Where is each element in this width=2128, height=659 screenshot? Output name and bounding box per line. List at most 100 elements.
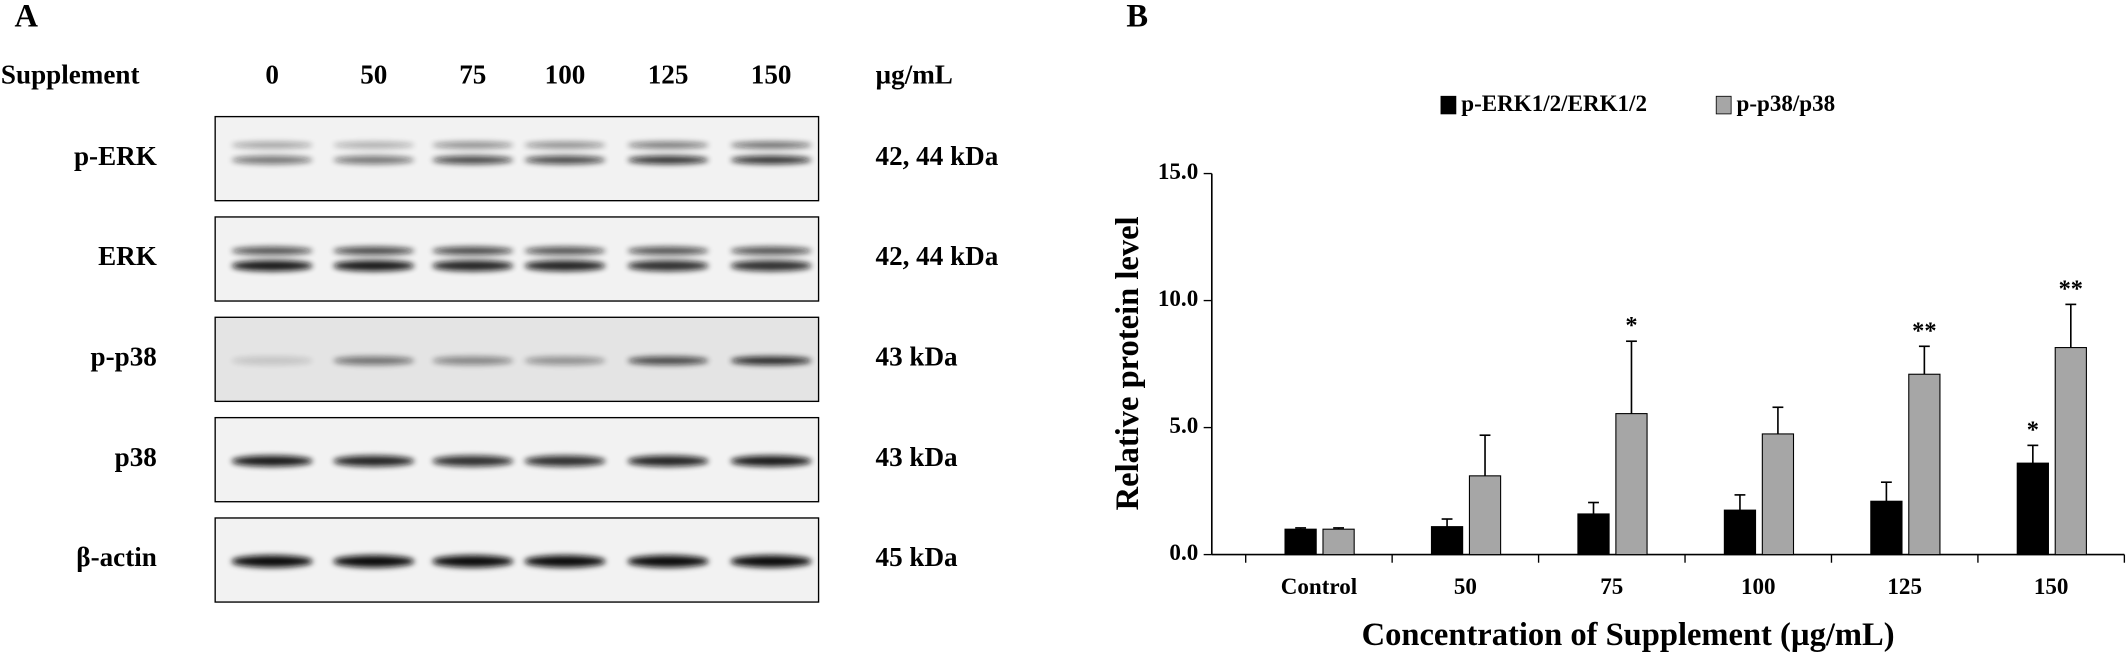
bar [1577,513,1610,556]
band [627,555,709,568]
significance: ** [2059,275,2083,302]
significance: ** [1912,317,1936,344]
band [524,356,606,365]
size-label: 43 kDa [876,442,959,472]
bar [1284,528,1317,556]
bar [1615,413,1648,556]
blot-frame [214,115,820,202]
band [730,155,812,165]
band [730,246,812,255]
band [432,141,514,149]
band [333,246,415,255]
significance: * [1625,312,1637,339]
band [432,260,514,272]
error-bar [1333,527,1345,530]
bar [1468,475,1502,556]
band [524,155,606,165]
significance: * [2027,416,2039,443]
y-tick-label: 10.0 [1158,285,1198,311]
panel-label: A [14,0,38,34]
band [627,356,709,365]
band [627,246,709,255]
blot-frame [214,316,820,403]
band [432,356,514,365]
band [231,356,313,365]
y-axis-title: Relative protein level [1110,216,1146,510]
error-bar [1626,340,1637,414]
band [333,356,415,365]
band [231,141,313,149]
row-label: ERK [98,241,157,271]
x-tick-label: 75 [1600,573,1623,599]
x-axis-title: Concentration of Supplement (µg/mL) [1362,617,1895,653]
lane-label: 75 [459,60,486,90]
bar [2054,347,2087,556]
band [333,155,415,165]
band [627,155,709,165]
y-tick-label: 15.0 [1158,158,1198,184]
x-tick-label: 150 [2034,573,2069,599]
size-label: 43 kDa [876,342,959,372]
bar [1870,500,1903,556]
band [524,246,606,255]
lane-label: 100 [545,60,586,90]
error-bar [1441,518,1453,527]
band [730,455,812,467]
band [730,141,812,149]
legend-swatch [1715,95,1732,115]
error-bar [1588,501,1599,514]
band [524,141,606,149]
band [231,455,313,467]
band [524,260,606,272]
bar [1908,373,1941,556]
bar [1430,526,1464,556]
band [524,455,606,467]
size-label: 45 kDa [876,542,959,572]
error-bar [1880,481,1892,502]
row-label: p-p38 [91,342,157,372]
band [333,141,415,149]
band [231,155,313,165]
x-tick-label: Control [1281,573,1358,599]
band [333,260,415,272]
band [231,246,313,255]
western-blot: 0 50 75 100 125 150 p-ERK 42, 44 kDa ERK 42, 44 k… [74,60,999,603]
size-label: 42, 44 kDa [876,241,999,271]
bar [2016,462,2049,556]
row-label: p38 [115,442,157,472]
blot-frame [214,416,820,503]
band [333,555,415,568]
band [432,455,514,467]
legend-swatch [1440,95,1457,115]
unit: µg/mL [876,60,953,90]
header: Supplement [1,60,140,90]
band [730,260,812,272]
lane-label: 125 [648,60,689,90]
row-label: β-actin [76,542,157,572]
band [524,555,606,568]
band [432,555,514,568]
y-tick-label: 0.0 [1169,539,1198,565]
blot-frame [214,216,820,302]
lane-label: 150 [751,60,792,90]
band [627,260,709,272]
band [627,455,709,467]
band [231,555,313,568]
band [432,155,514,165]
x-tick-label: 50 [1454,573,1477,599]
error-bar [1479,434,1491,476]
size-label: 42, 44 kDa [876,141,999,171]
error-bar [2065,303,2077,348]
lane-label: 50 [360,60,387,90]
band [627,141,709,149]
band [432,246,514,255]
legend-label: p-p38/p38 [1737,90,1836,116]
x-tick-label: 125 [1887,573,1922,599]
error-bar [2027,444,2039,464]
blot-frame [214,517,820,603]
band [333,455,415,467]
band [730,555,812,568]
lane-label: 0 [265,60,279,90]
